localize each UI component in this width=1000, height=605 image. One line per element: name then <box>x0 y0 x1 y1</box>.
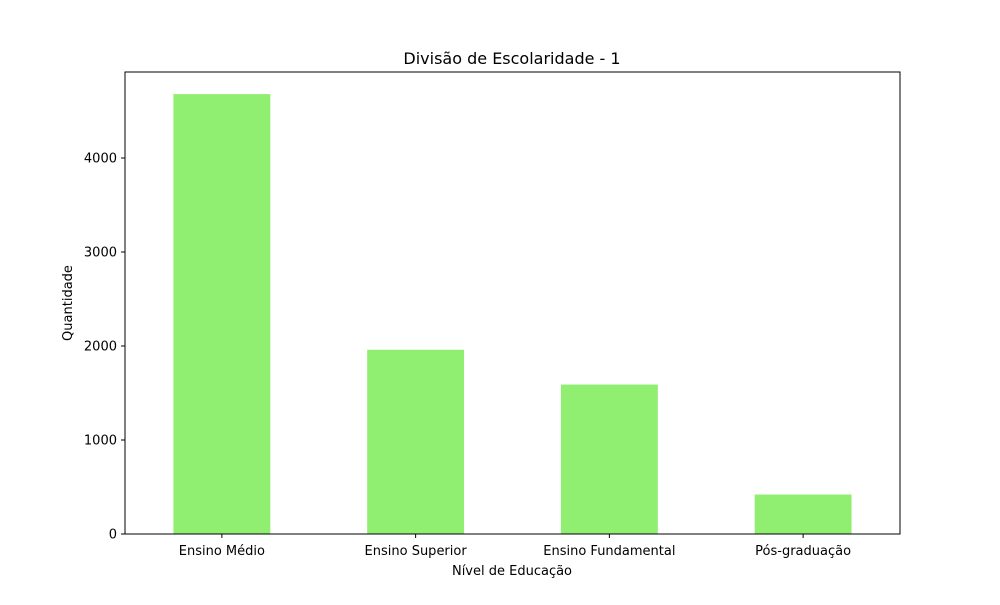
y-tick-label: 2000 <box>84 340 117 355</box>
x-tick-label: Ensino Fundamental <box>543 544 675 559</box>
y-axis-ticks: 0 1000 2000 3000 4000 <box>84 152 125 543</box>
bar-3 <box>754 494 852 534</box>
x-tick-label: Pós-graduação <box>755 544 851 559</box>
x-tick-label: Ensino Médio <box>179 544 265 559</box>
y-tick-label: 4000 <box>84 152 117 167</box>
bar-0 <box>173 94 271 534</box>
x-axis-label: Nível de Educação <box>452 564 572 579</box>
y-tick-label: 0 <box>109 528 117 543</box>
chart-title: Divisão de Escolaridade - 1 <box>403 49 620 68</box>
x-tick-label: Ensino Superior <box>365 544 468 559</box>
y-axis-label: Quantidade <box>61 265 76 341</box>
bar-1 <box>367 349 465 534</box>
plot-frame <box>124 71 901 535</box>
y-tick-label: 1000 <box>84 434 117 449</box>
bars-group <box>173 94 852 534</box>
bar-2 <box>560 384 658 534</box>
y-tick-label: 3000 <box>84 246 117 261</box>
x-axis-ticks: Ensino Médio Ensino Superior Ensino Fundam… <box>179 534 851 559</box>
